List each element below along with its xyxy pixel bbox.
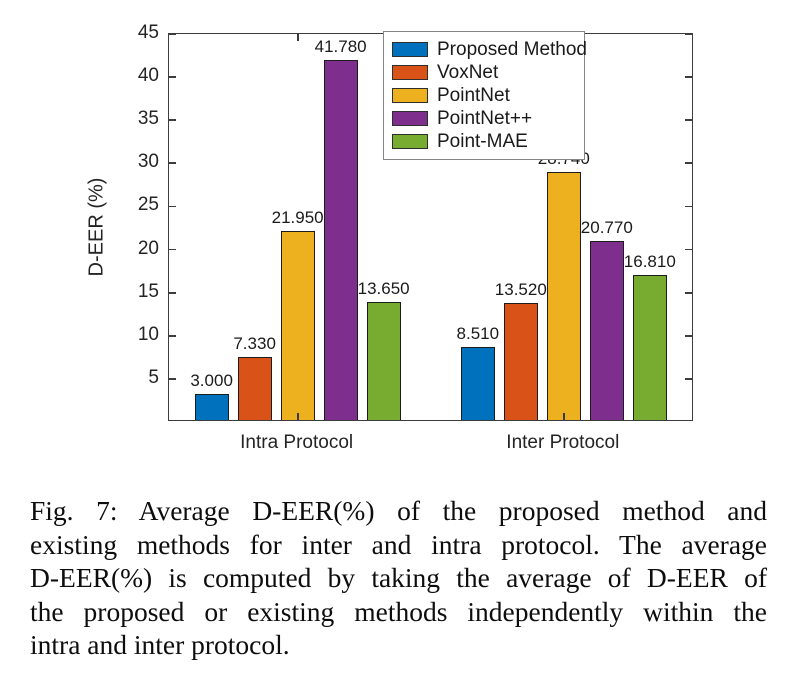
caption-line: existing methods for inter and intra pro…: [30, 528, 767, 560]
legend-label: Proposed Method: [437, 38, 587, 60]
legend-label: PointNet: [437, 84, 510, 106]
y-tick-label: 45: [137, 22, 159, 43]
bar-pointnet-: [323, 59, 358, 420]
y-tick-label: 30: [137, 151, 159, 173]
y-tick-mark: [169, 334, 176, 337]
bar-value-label: 13.520: [494, 280, 547, 300]
y-tick-mark: [169, 248, 176, 251]
legend-entry: PointNet: [392, 84, 576, 107]
x-tick-mark: [296, 413, 299, 420]
legend-label: Point-MAE: [437, 130, 528, 152]
caption-line: D-EER(%) is computed by taking the avera…: [30, 562, 767, 593]
bar-chart-figure: D-EER (%) 5 10 15 20 25 30 35 40 45 3.000 7.330 21…: [85, 22, 693, 453]
caption-line: the proposed or existing methods indepen…: [30, 595, 767, 627]
bar-value-label: 41.780: [314, 36, 367, 56]
y-axis-title: D-EER (%): [85, 177, 108, 277]
x-tick-mark: [296, 34, 299, 41]
y-tick-mark: [685, 377, 692, 380]
x-tick-mark: [562, 413, 565, 420]
legend-swatch: [392, 134, 428, 149]
y-tick-label: 20: [137, 237, 159, 259]
y-tick-label: 25: [137, 194, 159, 216]
bar-value-label: 3.000: [190, 371, 233, 391]
bar-value-label: 16.810: [623, 252, 676, 272]
bar-pointnet-: [589, 240, 624, 420]
x-tick-label: Inter Protocol: [506, 432, 620, 453]
y-tick-mark: [169, 291, 176, 294]
bar-proposed-method: [460, 346, 495, 420]
bar-voxnet: [237, 356, 272, 420]
y-tick-mark: [169, 162, 176, 165]
y-tick-mark: [685, 291, 692, 294]
bar-point-mae: [632, 275, 667, 420]
bar-value-label: 13.650: [357, 279, 410, 299]
y-tick-mark: [169, 76, 176, 78]
legend-entry: VoxNet: [392, 61, 576, 84]
y-tick-mark: [169, 377, 176, 380]
y-tick-label: 10: [137, 323, 159, 345]
y-tick-mark: [169, 33, 176, 35]
legend-entry: Proposed Method: [392, 38, 587, 61]
caption-line: intra and inter protocol.: [30, 629, 290, 660]
y-tick-label: 15: [137, 280, 159, 302]
bar-voxnet: [503, 303, 538, 420]
y-tick-mark: [685, 248, 692, 251]
x-tick-label: Intra Protocol: [240, 432, 354, 453]
legend-label: VoxNet: [437, 61, 499, 83]
y-tick-label: 35: [137, 108, 159, 130]
legend: Proposed Method VoxNet PointNet PointNet++ P…: [383, 31, 587, 160]
legend-label: PointNet++: [437, 107, 533, 129]
plot-inner: 3.000 7.330 21.950 41.780 13.650 8.510 13.520 2…: [169, 33, 692, 420]
y-tick-label: 5: [148, 366, 159, 388]
legend-entry: PointNet++: [392, 107, 576, 130]
y-tick-mark: [169, 205, 176, 208]
bar-value-label: 21.950: [271, 207, 324, 227]
bar-point-mae: [366, 302, 401, 420]
bar-pointnet: [280, 230, 315, 420]
y-tick-mark: [685, 33, 692, 35]
bar-value-label: 8.510: [456, 323, 500, 343]
figure-caption: Fig. 7: Average D-EER(%) of the proposed…: [30, 494, 767, 662]
y-tick-mark: [685, 119, 692, 122]
y-tick-label: 40: [137, 65, 159, 87]
y-tick-mark: [685, 205, 692, 208]
bar-value-label: 20.770: [580, 217, 633, 237]
legend-swatch: [392, 88, 428, 103]
y-tick-mark: [685, 334, 692, 337]
legend-swatch: [392, 111, 428, 126]
y-tick-mark: [685, 76, 692, 78]
y-tick-mark: [169, 119, 176, 122]
legend-swatch: [392, 42, 428, 57]
y-tick-mark: [685, 162, 692, 165]
legend-entry: Point-MAE: [392, 130, 576, 153]
caption-line: Fig. 7: Average D-EER(%) of the proposed…: [30, 495, 767, 526]
bar-value-label: 7.330: [233, 333, 276, 353]
legend-swatch: [392, 65, 428, 80]
bar-proposed-method: [194, 394, 229, 420]
bar-pointnet: [546, 172, 581, 420]
